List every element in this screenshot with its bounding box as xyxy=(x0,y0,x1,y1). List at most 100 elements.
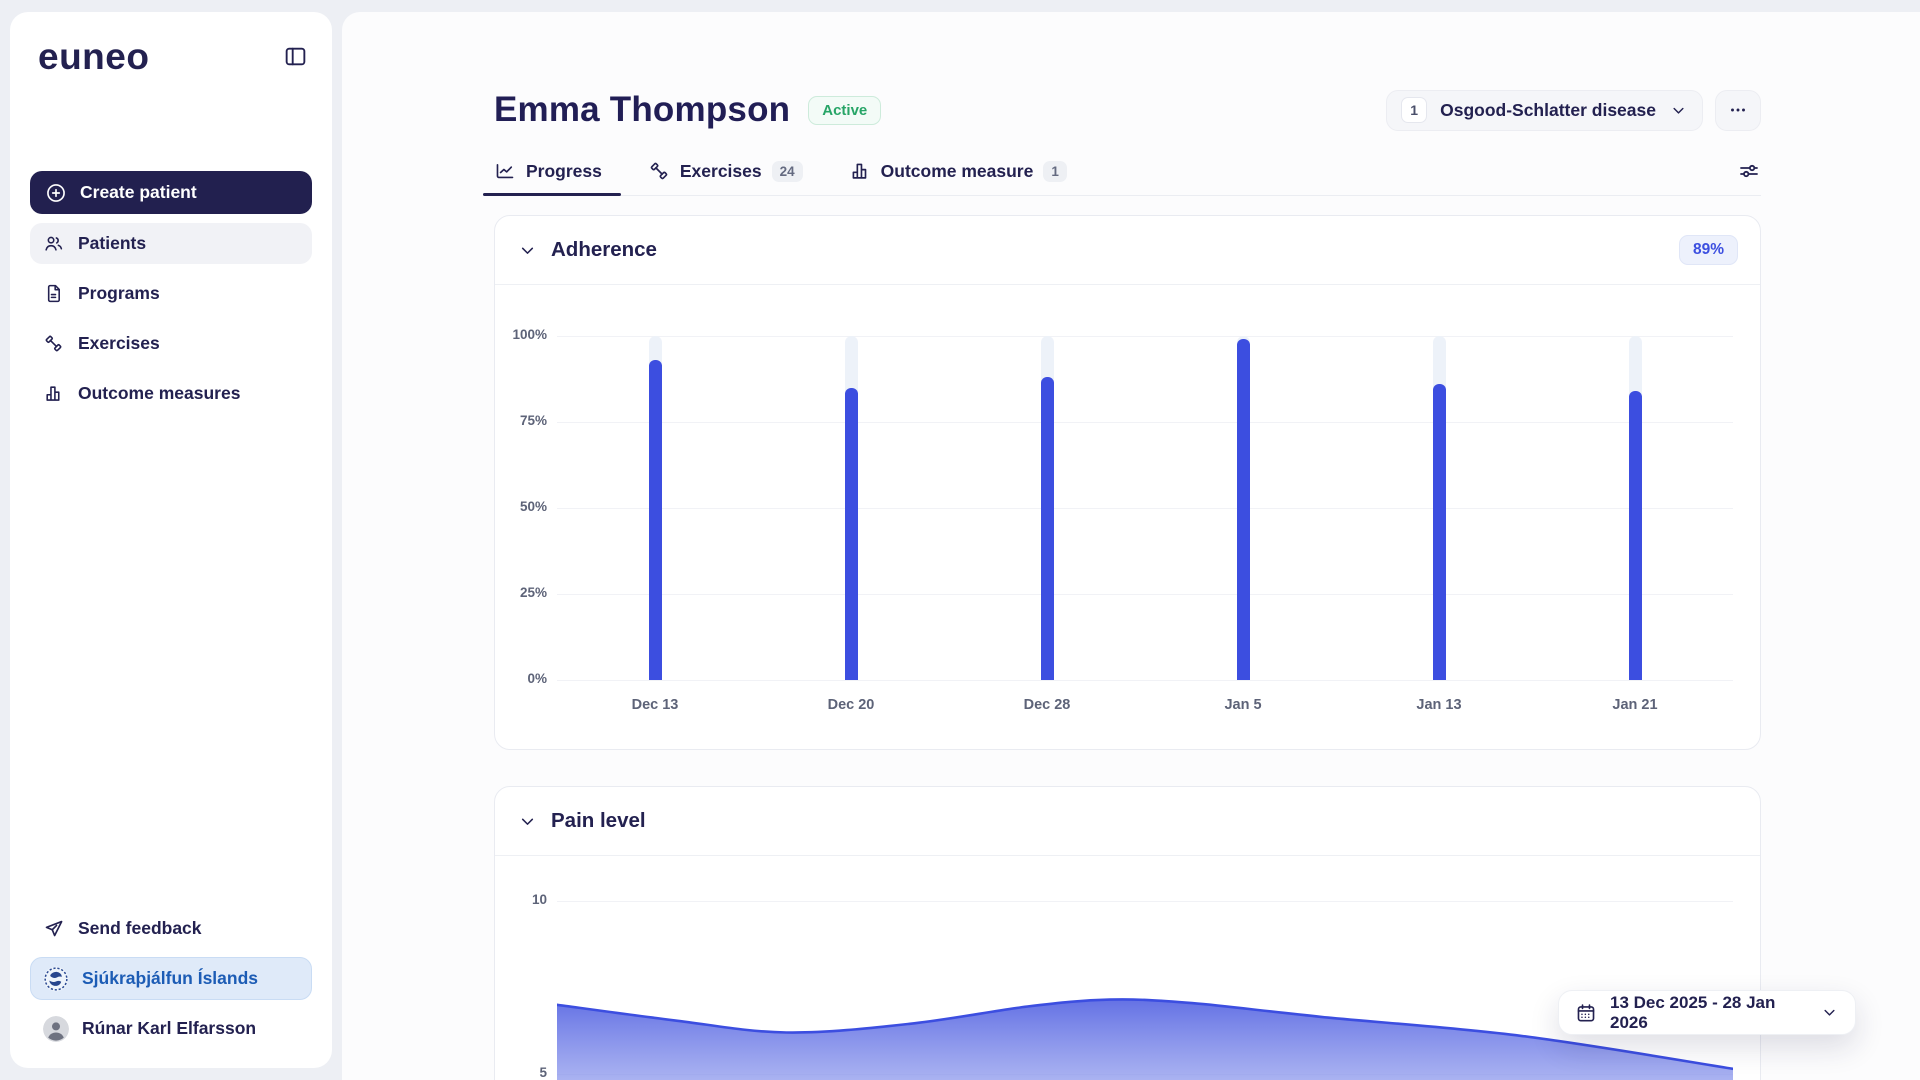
grid-line xyxy=(557,508,1733,509)
adherence-collapse-button[interactable] xyxy=(517,240,538,261)
clinic-logo-avatar xyxy=(43,966,69,992)
sidebar-footer-item-send-feedback[interactable]: Send feedback xyxy=(30,907,312,950)
sidebar-header: euneo xyxy=(30,38,312,75)
sidebar-footer-label: Sjúkraþjálfun Íslands xyxy=(82,968,259,988)
sidebar-footer: Send feedback Sjúkraþjálfun Íslands Rúnar … xyxy=(30,907,312,1050)
tab-count-badge: 24 xyxy=(771,160,803,182)
bar xyxy=(648,360,662,680)
users-icon xyxy=(43,233,64,254)
sidebar-item-label: Programs xyxy=(78,283,160,303)
tab-label: Outcome measure xyxy=(880,160,1034,181)
chart-line-icon xyxy=(494,160,516,182)
date-range-label: 13 Dec 2025 - 28 Jan 2026 xyxy=(1610,992,1776,1032)
patient-header: Emma Thompson Active 1 Osgood-Schlatter … xyxy=(494,86,1761,134)
create-patient-label: Create patient xyxy=(80,182,197,202)
tab-label: Progress xyxy=(526,160,602,181)
sidebar-footer-label: Rúnar Karl Elfarsson xyxy=(82,1018,257,1038)
tab-bar: Progress Exercises 24 Outcome measure 1 xyxy=(483,147,1761,196)
bar xyxy=(1628,391,1642,680)
sidebar-footer-item-sj-kra-j-lfun-slands[interactable]: Sjúkraþjálfun Íslands xyxy=(30,957,312,1000)
dumbbell-icon xyxy=(43,333,64,354)
paper-plane-icon xyxy=(43,918,65,940)
grid-line xyxy=(557,594,1733,595)
x-tick-label: Dec 28 xyxy=(1023,697,1071,713)
bar xyxy=(844,387,858,680)
pain-area-chart: 10 5 xyxy=(495,856,1760,1080)
main-panel: Emma Thompson Active 1 Osgood-Schlatter … xyxy=(342,12,1920,1080)
sidebar-item-programs[interactable]: Programs xyxy=(30,273,312,314)
x-tick-label: Jan 21 xyxy=(1612,697,1658,713)
x-tick-label: Jan 5 xyxy=(1224,697,1262,713)
grid-line xyxy=(557,901,1733,902)
pain-area-svg xyxy=(557,998,1733,1080)
tab-label: Exercises xyxy=(679,160,762,181)
tab-exercises[interactable]: Exercises 24 xyxy=(648,147,803,195)
bar xyxy=(1040,377,1054,680)
sidebar-footer-label: Send feedback xyxy=(78,918,202,938)
y-tick-label: 75% xyxy=(519,413,547,428)
adherence-summary-badge: 89% xyxy=(1678,235,1738,265)
pain-level-card: Pain level 10 5 xyxy=(494,786,1761,1080)
bar xyxy=(1432,384,1446,680)
sidebar-item-patients[interactable]: Patients xyxy=(30,223,312,264)
sidebar-item-label: Patients xyxy=(78,233,147,253)
sidebar-collapse-button[interactable] xyxy=(283,44,308,69)
sidebar-item-outcome-measures[interactable]: Outcome measures xyxy=(30,373,312,414)
chart-filter-button[interactable] xyxy=(1737,159,1761,183)
y-tick-label: 5 xyxy=(539,1065,547,1080)
x-tick-label: Jan 13 xyxy=(1416,697,1462,713)
chevron-down-icon xyxy=(517,240,538,261)
condition-dropdown[interactable]: 1 Osgood-Schlatter disease xyxy=(1386,89,1703,131)
sidebar-item-exercises[interactable]: Exercises xyxy=(30,323,312,364)
sidebar-item-label: Exercises xyxy=(78,333,160,353)
dumbbell-icon xyxy=(648,160,670,182)
header-actions: 1 Osgood-Schlatter disease xyxy=(1386,89,1761,131)
y-tick-label: 25% xyxy=(519,585,547,600)
chevron-down-icon xyxy=(1820,1003,1839,1022)
page-title: Emma Thompson xyxy=(494,90,791,129)
pain-card-header: Pain level xyxy=(495,787,1760,856)
chevron-down-icon xyxy=(517,811,538,832)
adherence-card: Adherence 89% 0% 25% 50% 75% 100% Dec 13 Dec 2… xyxy=(494,215,1761,750)
grid-line xyxy=(557,422,1733,423)
y-tick-label: 0% xyxy=(527,671,547,686)
user-photo-avatar xyxy=(43,1015,69,1042)
grid-line xyxy=(557,680,1733,681)
sliders-icon xyxy=(1737,159,1761,183)
sidebar-item-label: Outcome measures xyxy=(78,383,241,403)
condition-name: Osgood-Schlatter disease xyxy=(1440,99,1656,120)
sidebar-nav: Patients Programs Exercises Outcome measure… xyxy=(30,223,312,414)
condition-count-badge: 1 xyxy=(1401,97,1428,123)
chevron-down-icon xyxy=(1669,101,1688,120)
adherence-bar-chart: 0% 25% 50% 75% 100% Dec 13 Dec 20 Dec 28 Jan 5 Ja… xyxy=(495,285,1760,749)
tab-progress[interactable]: Progress xyxy=(483,147,621,196)
sidebar-footer-item-r-nar-karl-elfarsson[interactable]: Rúnar Karl Elfarsson xyxy=(30,1007,312,1050)
document-icon xyxy=(43,283,64,304)
date-range-picker[interactable]: 13 Dec 2025 - 28 Jan 2026 xyxy=(1558,990,1856,1035)
grid-line xyxy=(557,336,1733,337)
plus-circle-icon xyxy=(45,182,67,204)
brand-logo[interactable]: euneo xyxy=(38,36,150,77)
create-patient-button[interactable]: Create patient xyxy=(30,171,312,214)
y-tick-label: 10 xyxy=(531,892,547,907)
panel-left-icon xyxy=(283,44,308,69)
adherence-card-header: Adherence 89% xyxy=(495,216,1760,285)
tab-outcome-measure[interactable]: Outcome measure 1 xyxy=(849,147,1067,195)
pain-collapse-button[interactable] xyxy=(517,811,538,832)
y-tick-label: 50% xyxy=(519,499,547,514)
more-options-button[interactable] xyxy=(1715,89,1761,131)
status-badge: Active xyxy=(808,95,882,125)
calendar-icon xyxy=(1575,1002,1597,1024)
sidebar: euneo Create patient Patients Programs Exe… xyxy=(10,12,332,1068)
x-tick-label: Dec 20 xyxy=(827,697,875,713)
bar-chart-icon xyxy=(849,160,871,182)
bar-chart-icon xyxy=(43,383,64,404)
ellipsis-icon xyxy=(1727,99,1749,121)
tab-count-badge: 1 xyxy=(1043,160,1067,182)
main-content: Emma Thompson Active 1 Osgood-Schlatter … xyxy=(483,12,1761,1080)
tabs: Progress Exercises 24 Outcome measure 1 xyxy=(483,147,1113,196)
x-tick-label: Dec 13 xyxy=(631,697,679,713)
adherence-title: Adherence xyxy=(551,238,657,261)
pain-title: Pain level xyxy=(551,809,646,832)
